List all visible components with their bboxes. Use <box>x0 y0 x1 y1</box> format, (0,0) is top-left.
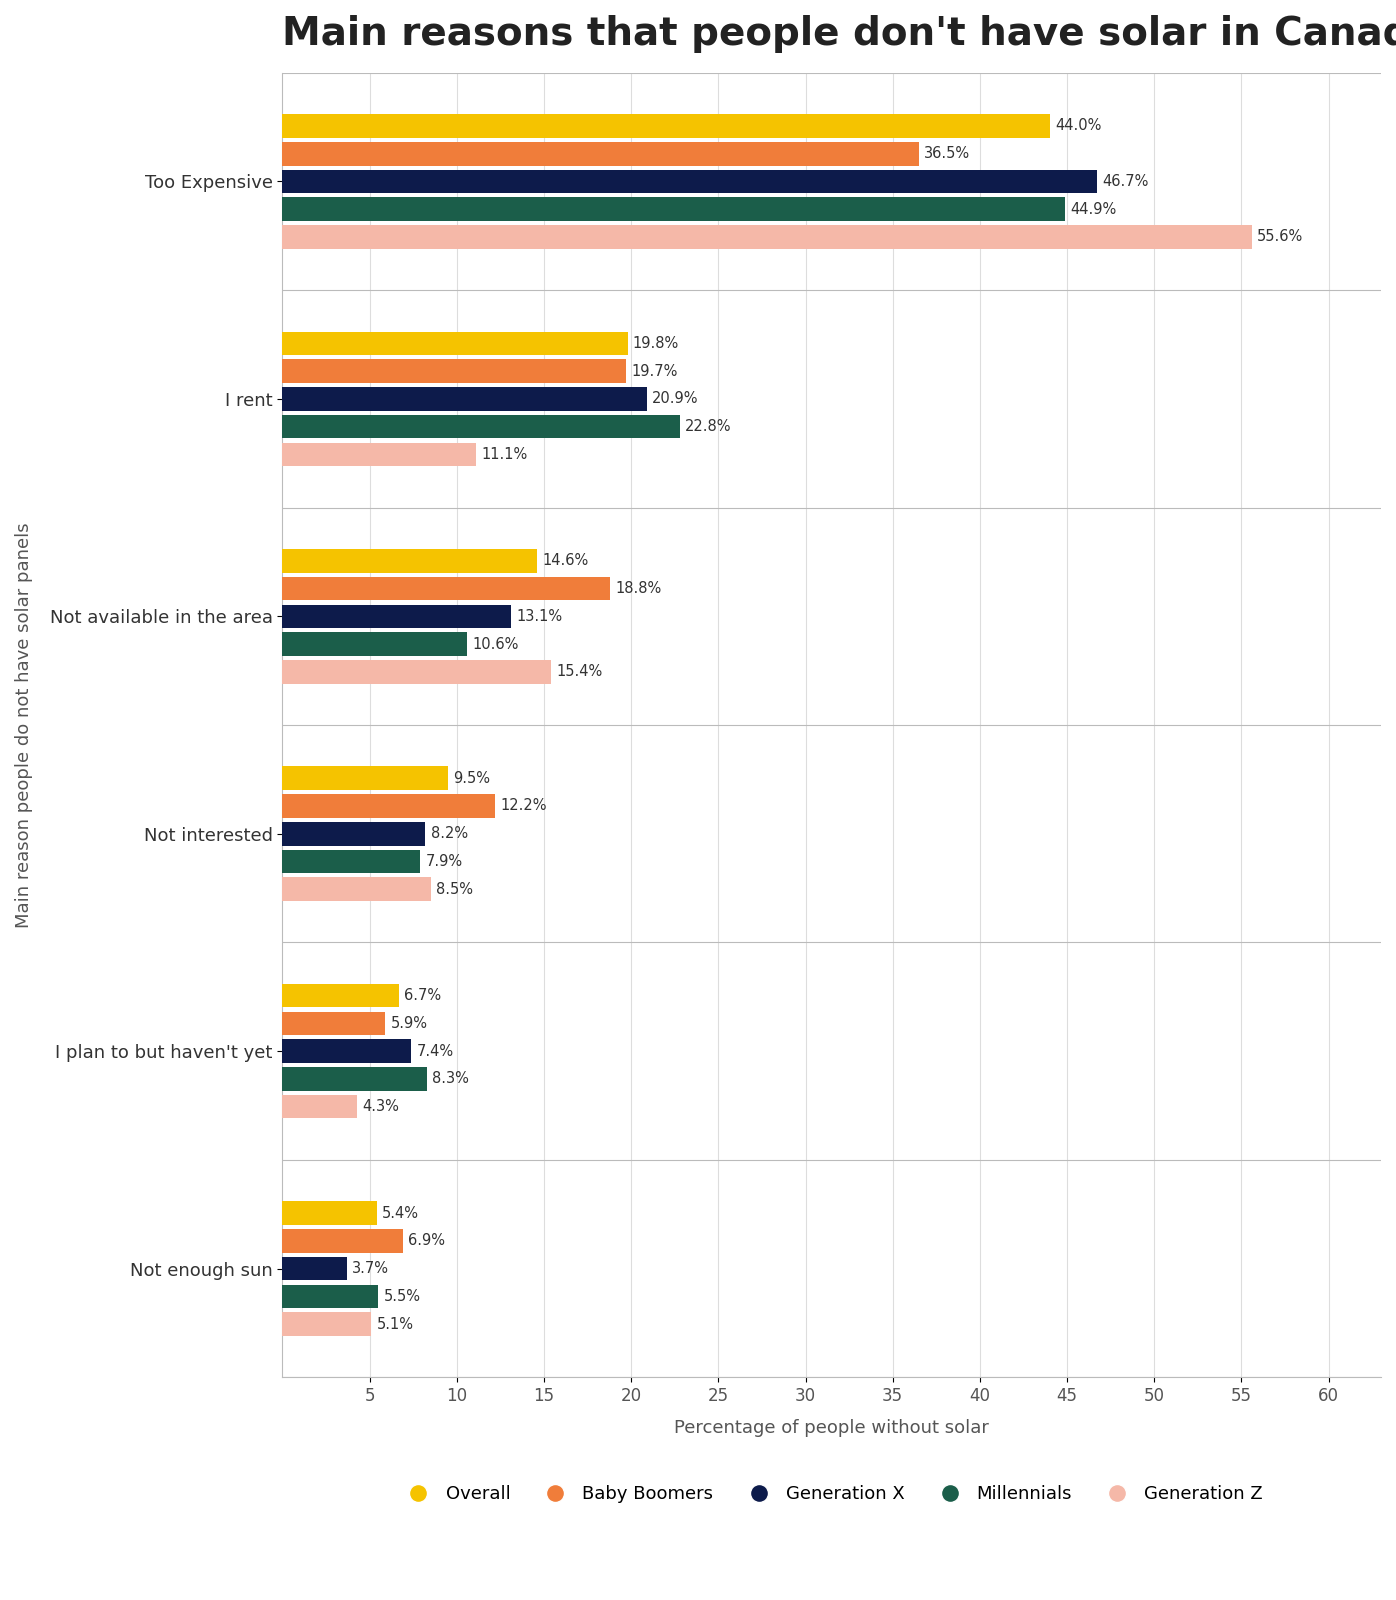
Text: 8.3%: 8.3% <box>433 1072 469 1086</box>
Legend: Overall, Baby Boomers, Generation X, Millennials, Generation Z: Overall, Baby Boomers, Generation X, Mil… <box>394 1478 1270 1510</box>
Bar <box>282 1040 412 1062</box>
Bar <box>282 387 646 411</box>
Text: 5.1%: 5.1% <box>377 1317 413 1331</box>
Text: 3.7%: 3.7% <box>352 1261 389 1277</box>
Text: 55.6%: 55.6% <box>1258 229 1304 245</box>
Bar <box>282 414 680 438</box>
Bar <box>282 1285 378 1309</box>
Bar <box>282 632 468 656</box>
Text: 7.4%: 7.4% <box>416 1043 454 1059</box>
Text: 6.7%: 6.7% <box>405 989 441 1003</box>
Bar <box>282 1094 357 1118</box>
Text: 20.9%: 20.9% <box>652 392 698 406</box>
Bar <box>282 984 399 1008</box>
Text: 9.5%: 9.5% <box>454 771 490 786</box>
Text: 18.8%: 18.8% <box>616 581 662 597</box>
Bar <box>282 226 1252 250</box>
Text: Main reasons that people don't have solar in Canada: Main reasons that people don't have sola… <box>282 14 1396 53</box>
Bar <box>282 877 430 901</box>
Bar <box>282 850 420 874</box>
Bar <box>282 766 448 790</box>
Text: 44.9%: 44.9% <box>1071 202 1117 216</box>
Bar <box>282 661 551 683</box>
Bar <box>282 1229 402 1253</box>
Text: 19.8%: 19.8% <box>632 336 678 350</box>
Bar <box>282 1256 348 1280</box>
Text: 4.3%: 4.3% <box>363 1099 399 1114</box>
Text: 36.5%: 36.5% <box>924 146 970 162</box>
Bar <box>282 360 625 382</box>
Text: 44.0%: 44.0% <box>1055 118 1101 133</box>
Bar <box>282 1067 427 1091</box>
Text: 46.7%: 46.7% <box>1101 174 1149 189</box>
Text: 15.4%: 15.4% <box>556 664 603 680</box>
Text: 8.5%: 8.5% <box>436 882 473 896</box>
Text: 14.6%: 14.6% <box>542 554 589 568</box>
Text: 7.9%: 7.9% <box>426 854 462 869</box>
Text: 22.8%: 22.8% <box>685 419 732 434</box>
Bar <box>282 1011 385 1035</box>
Text: 19.7%: 19.7% <box>631 363 677 379</box>
Bar <box>282 443 476 466</box>
Bar <box>282 142 919 165</box>
Bar <box>282 794 496 818</box>
Text: 6.9%: 6.9% <box>408 1234 445 1248</box>
X-axis label: Percentage of people without solar: Percentage of people without solar <box>674 1419 990 1437</box>
Text: 11.1%: 11.1% <box>482 446 528 462</box>
Bar <box>282 1202 377 1226</box>
Bar <box>282 549 537 573</box>
Bar <box>282 170 1097 194</box>
Bar <box>282 114 1050 138</box>
Bar <box>282 576 610 600</box>
Text: 12.2%: 12.2% <box>500 798 547 813</box>
Bar <box>282 197 1065 221</box>
Y-axis label: Main reason people do not have solar panels: Main reason people do not have solar pan… <box>15 522 34 928</box>
Bar <box>282 822 426 845</box>
Text: 8.2%: 8.2% <box>430 826 468 842</box>
Text: 5.9%: 5.9% <box>391 1016 427 1030</box>
Text: 10.6%: 10.6% <box>472 637 519 651</box>
Text: 13.1%: 13.1% <box>517 610 563 624</box>
Bar <box>282 331 628 355</box>
Bar <box>282 1312 371 1336</box>
Bar <box>282 605 511 629</box>
Text: 5.5%: 5.5% <box>384 1290 420 1304</box>
Text: 5.4%: 5.4% <box>381 1205 419 1221</box>
